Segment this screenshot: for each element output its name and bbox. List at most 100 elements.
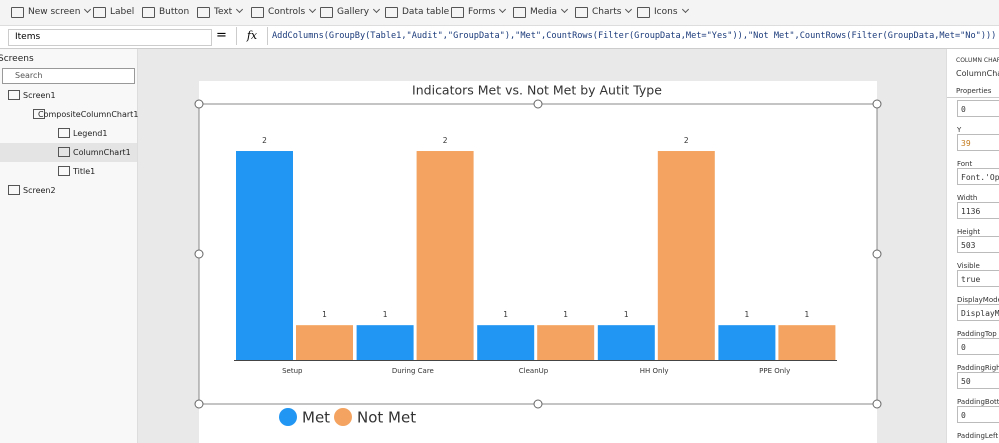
panel-title: Screens [0, 54, 34, 64]
property-input[interactable]: 39 [957, 134, 999, 151]
toolbar-button[interactable]: Controls [268, 7, 315, 17]
search-placeholder: Search [15, 71, 43, 80]
property-input[interactable]: true [957, 270, 999, 287]
resize-handle[interactable] [872, 99, 882, 109]
data-label: 1 [805, 310, 810, 319]
toolbar-icon [637, 7, 650, 18]
toolbar-icon [451, 7, 464, 18]
x-tick-label: HH Only [640, 367, 669, 375]
toolbar-button[interactable]: Text [214, 7, 242, 17]
property-label: PaddingRight [957, 364, 999, 372]
data-label: 1 [503, 310, 508, 319]
toolbar-icon [385, 7, 398, 18]
toolbar-icon [93, 7, 106, 18]
tree-panel: Screens Search Screen1 CompositeColumnCha… [0, 49, 138, 443]
x-tick-label: CleanUp [519, 367, 549, 375]
property-dropdown[interactable]: Items [8, 29, 212, 46]
toolbar-icon [320, 7, 333, 18]
bar [236, 151, 293, 360]
tree-node[interactable]: ColumnChart1 [73, 148, 131, 157]
toolbar-icon [11, 7, 24, 18]
chart-title: Indicators Met vs. Not Met by Autit Type [412, 83, 662, 98]
bar [356, 325, 414, 360]
property-label: PaddingBottom [957, 398, 999, 406]
x-tick-label: During Care [392, 367, 434, 375]
property-input[interactable]: 0 [957, 100, 999, 117]
tree-node[interactable]: Screen2 [23, 186, 56, 195]
property-label: PaddingLeft [957, 432, 999, 440]
toolbar-button[interactable]: Data table [402, 7, 450, 17]
property-label: Visible [957, 262, 980, 270]
property-input[interactable]: 0 [957, 338, 999, 355]
toolbar-button[interactable]: New screen [28, 7, 90, 17]
divider [947, 97, 999, 98]
legend-label: Not Met [357, 409, 416, 427]
property-input[interactable]: 503 [957, 236, 999, 253]
toolbar-icon [513, 7, 526, 18]
toolbar-icon [197, 7, 210, 18]
properties-tab[interactable]: Properties [956, 87, 992, 95]
toolbar-button[interactable]: Icons [654, 7, 688, 17]
property-input[interactable]: 0 [957, 406, 999, 423]
data-label: 2 [262, 136, 267, 145]
bar [416, 151, 474, 360]
properties-panel: COLUMN CHART ColumnChart1 Properties 0 Y3… [946, 49, 999, 443]
node-icon [33, 109, 45, 119]
toolbar: New screen Label Button Text Controls Gallery… [0, 0, 999, 26]
bar [597, 325, 655, 360]
screen [199, 81, 877, 443]
panel-header: COLUMN CHART [956, 57, 999, 64]
resize-handle[interactable] [194, 249, 204, 259]
property-label: Width [957, 194, 978, 202]
node-icon [58, 147, 70, 157]
toolbar-icon [251, 7, 264, 18]
tree-node[interactable]: Legend1 [73, 129, 108, 138]
property-input[interactable]: Font.'Open Sans' [957, 168, 999, 185]
property-label: Y [957, 126, 962, 134]
bar [296, 325, 353, 360]
toolbar-button[interactable]: Label [110, 7, 135, 17]
formula-text[interactable]: AddColumns(GroupBy(Table1,"Audit","Group… [272, 31, 997, 41]
node-icon [58, 128, 70, 138]
bar [778, 325, 836, 360]
property-input[interactable]: 50 [957, 372, 999, 389]
formula-bar: Items = fx AddColumns(GroupBy(Table1,"Au… [0, 26, 999, 49]
selected-row [0, 143, 137, 162]
resize-handle[interactable] [872, 249, 882, 259]
resize-handle[interactable] [533, 99, 543, 109]
bar [657, 151, 715, 360]
tree-node[interactable]: Screen1 [23, 91, 56, 100]
toolbar-button[interactable]: Media [530, 7, 567, 17]
resize-handle[interactable] [194, 399, 204, 409]
toolbar-button[interactable]: Forms [468, 7, 505, 17]
data-label: 2 [684, 136, 689, 145]
legend-swatch [334, 408, 352, 426]
property-label: Font [957, 160, 973, 168]
toolbar-button[interactable]: Charts [592, 7, 631, 17]
equals-sign: = [216, 28, 227, 43]
resize-handle[interactable] [872, 399, 882, 409]
node-icon [8, 90, 20, 100]
toolbar-button[interactable]: Gallery [337, 7, 379, 17]
x-tick-label: Setup [282, 367, 303, 375]
resize-handle[interactable] [533, 399, 543, 409]
property-input[interactable]: 1136 [957, 202, 999, 219]
tree-node[interactable]: CompositeColumnChart1 [38, 110, 139, 119]
tree-node[interactable]: Title1 [73, 167, 96, 176]
bar [537, 325, 595, 360]
data-label: 2 [443, 136, 448, 145]
property-input[interactable]: DisplayMode.Edit [957, 304, 999, 321]
legend-label: Met [302, 409, 330, 427]
data-label: 1 [624, 310, 629, 319]
search-box[interactable]: Search [2, 68, 135, 84]
fx-button[interactable]: fx [236, 27, 268, 45]
toolbar-button[interactable]: Button [159, 7, 190, 17]
legend-swatch [279, 408, 297, 426]
property-label: PaddingTop [957, 330, 997, 338]
resize-handle[interactable] [194, 99, 204, 109]
data-label: 1 [383, 310, 388, 319]
property-label: Height [957, 228, 981, 236]
property-label: DisplayMode [957, 296, 999, 304]
